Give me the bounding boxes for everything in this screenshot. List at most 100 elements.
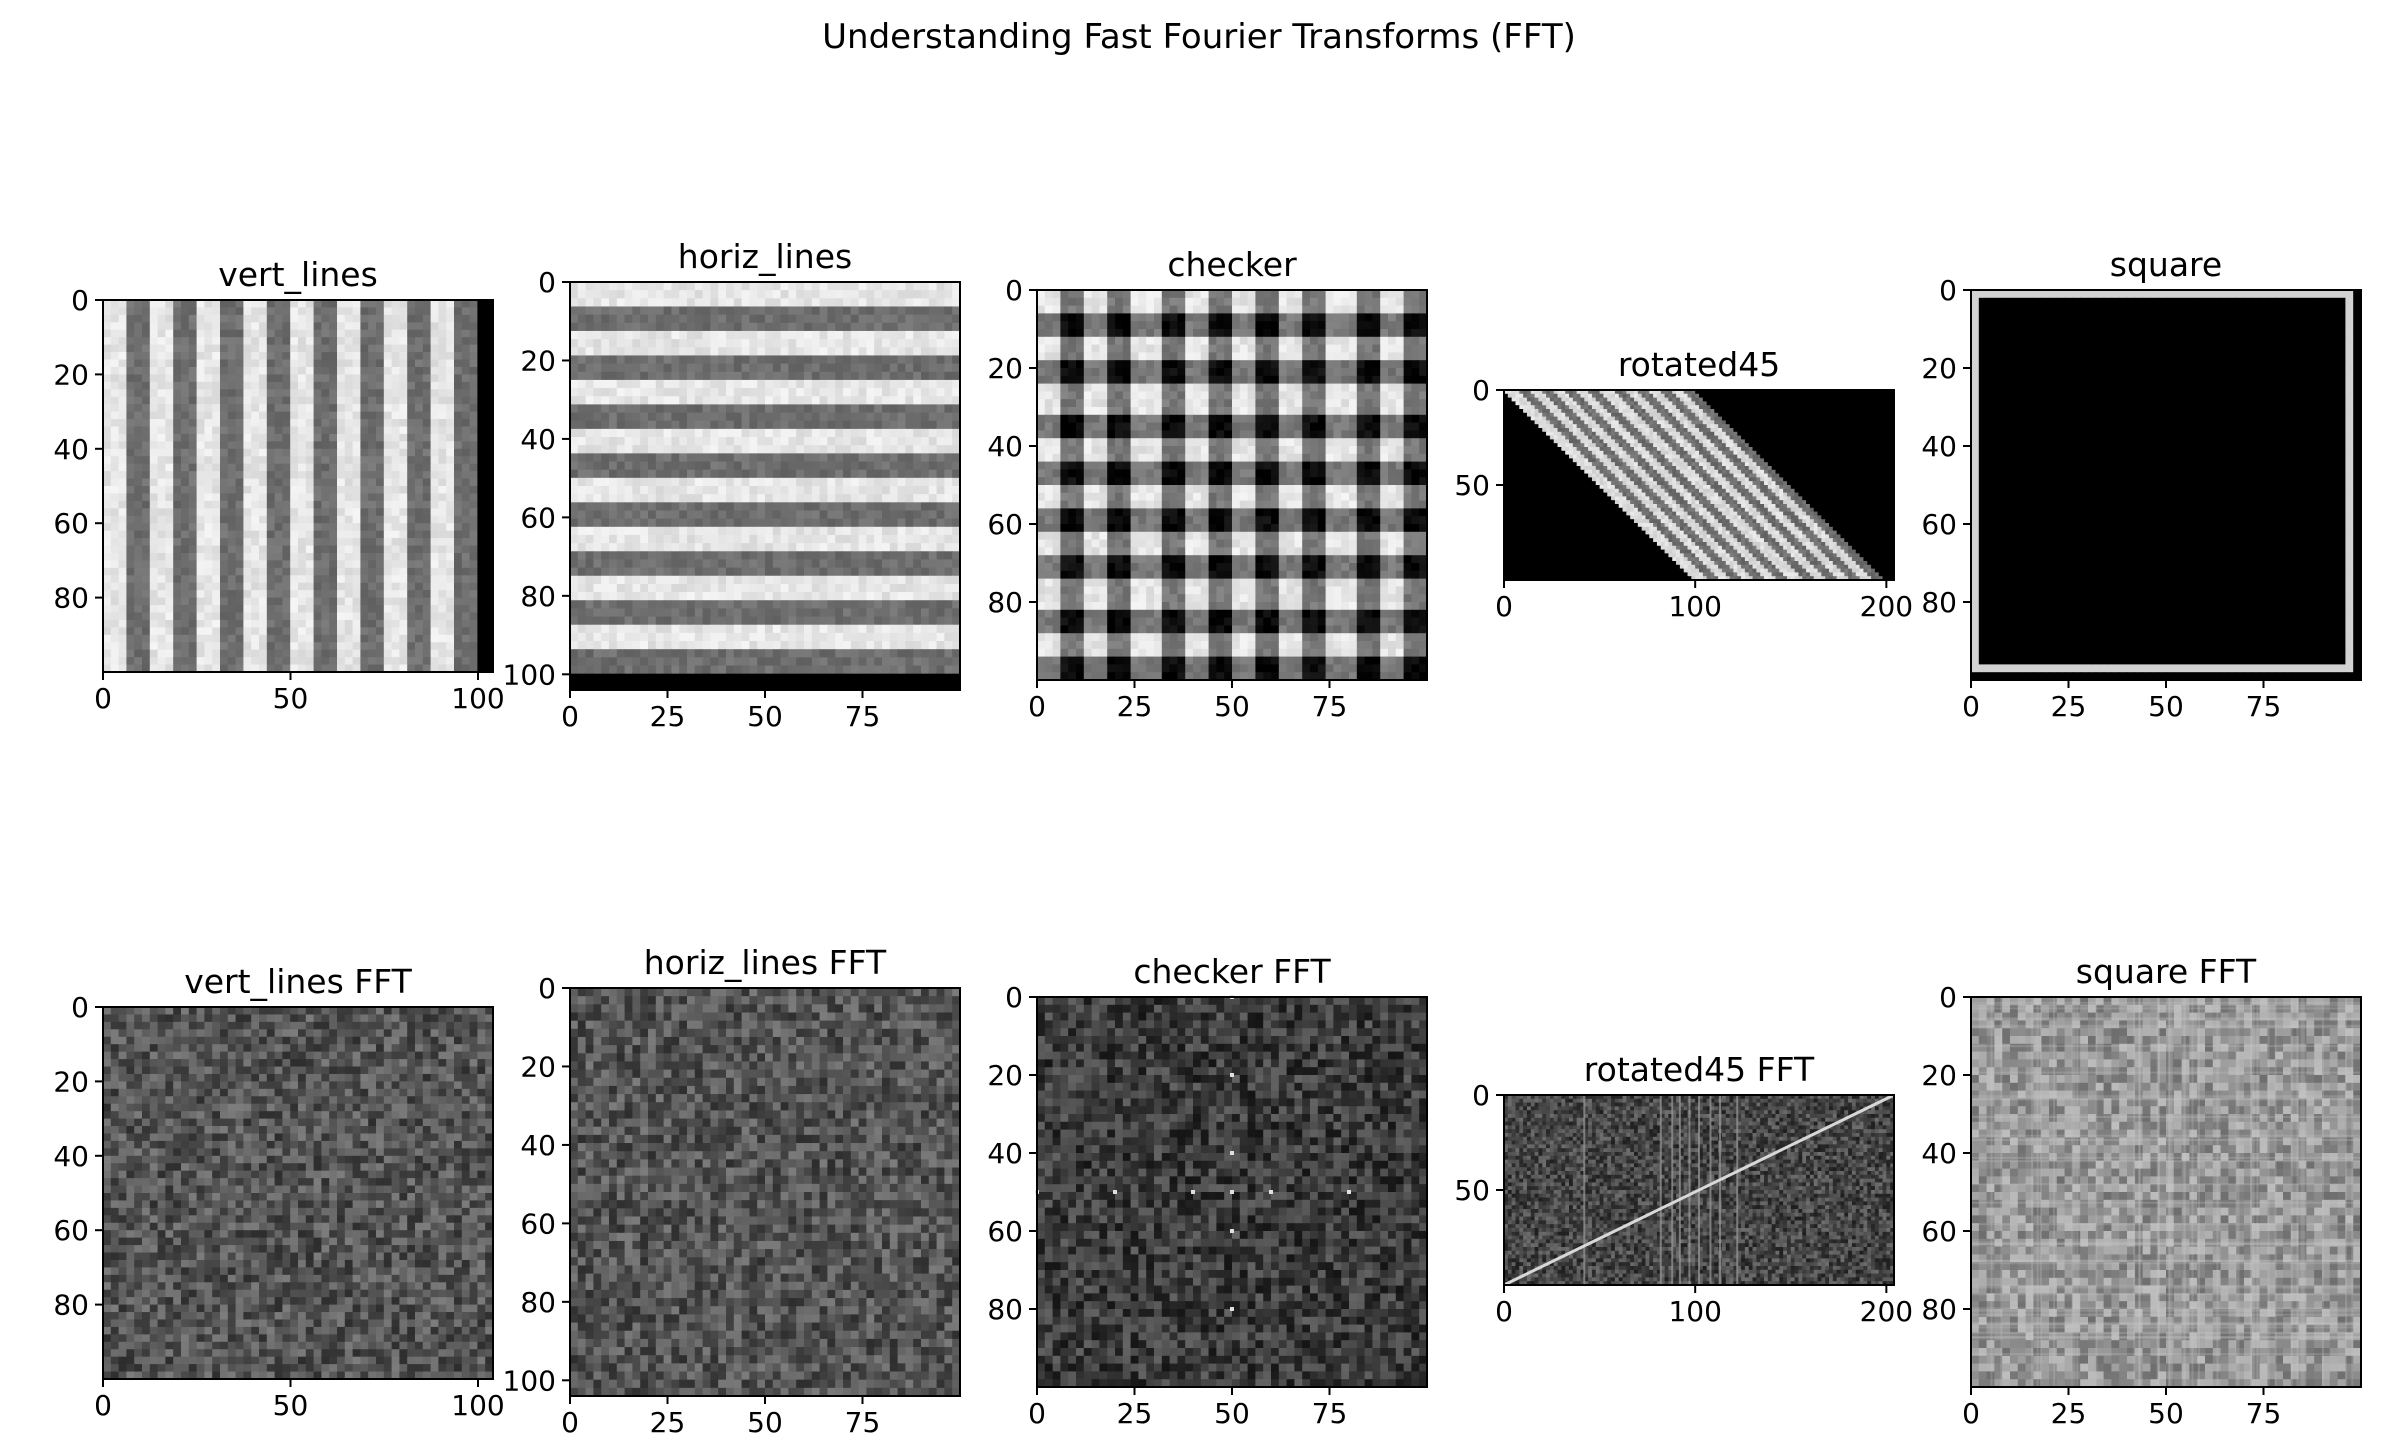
subplot-title: checker [1167, 245, 1297, 284]
image-4 [1504, 390, 1895, 581]
x-tick-label: 50 [273, 682, 309, 715]
x-tick-label: 100 [451, 682, 504, 715]
subplot-title: vert_lines [218, 255, 378, 294]
y-tick-label: 40 [1921, 1137, 1957, 1170]
y-tick-label: 20 [1921, 352, 1957, 385]
x-tick-label: 200 [1860, 590, 1913, 623]
subplot-title: square [2110, 245, 2222, 284]
x-tick-label: 25 [2051, 1397, 2087, 1430]
x-tick-label: 50 [1214, 690, 1250, 723]
subplot-title: vert_lines FFT [184, 962, 412, 1001]
x-tick-label: 75 [845, 700, 881, 733]
y-tick-label: 60 [53, 507, 89, 540]
y-tick-label: 60 [520, 1207, 556, 1240]
x-tick-label: 0 [1495, 1295, 1513, 1328]
y-tick-label: 80 [1921, 1293, 1957, 1326]
x-tick-label: 25 [650, 1406, 686, 1439]
subplot-title: rotated45 [1618, 345, 1780, 384]
subplot-title: square FFT [2076, 952, 2257, 991]
x-tick-label: 75 [1312, 1397, 1348, 1430]
x-tick-label: 200 [1860, 1295, 1913, 1328]
y-tick-label: 40 [53, 433, 89, 466]
x-tick-label: 100 [451, 1389, 504, 1422]
x-tick-label: 0 [1962, 1397, 1980, 1430]
y-tick-label: 20 [520, 1050, 556, 1083]
y-tick-label: 20 [53, 1065, 89, 1098]
y-tick-label: 40 [1921, 430, 1957, 463]
y-tick-label: 0 [1005, 274, 1023, 307]
y-tick-label: 50 [1454, 1174, 1490, 1207]
y-tick-label: 80 [987, 586, 1023, 619]
y-tick-label: 40 [520, 1129, 556, 1162]
subplot-title: checker FFT [1133, 952, 1331, 991]
y-tick-label: 40 [520, 423, 556, 456]
x-tick-label: 50 [747, 1406, 783, 1439]
x-tick-label: 25 [2051, 690, 2087, 723]
x-tick-label: 75 [2246, 1397, 2282, 1430]
y-tick-label: 0 [1472, 374, 1490, 407]
image-9 [1504, 1095, 1895, 1286]
y-tick-label: 60 [53, 1214, 89, 1247]
x-tick-label: 25 [650, 700, 686, 733]
x-tick-label: 25 [1117, 1397, 1153, 1430]
x-tick-label: 100 [1668, 590, 1721, 623]
y-tick-label: 0 [71, 284, 89, 317]
image-2 [570, 282, 961, 691]
x-tick-label: 75 [845, 1406, 881, 1439]
x-tick-label: 75 [2246, 690, 2282, 723]
x-tick-label: 0 [1495, 590, 1513, 623]
y-tick-label: 60 [1921, 508, 1957, 541]
y-tick-label: 20 [987, 1059, 1023, 1092]
y-tick-label: 60 [520, 501, 556, 534]
x-tick-label: 50 [1214, 1397, 1250, 1430]
y-tick-label: 0 [1939, 981, 1957, 1014]
subplot-2: horiz_lines 0 25 50 75 0 20 40 60 80 100 [503, 237, 961, 733]
x-tick-label: 0 [94, 682, 112, 715]
image-8 [1035, 995, 1428, 1388]
x-tick-label: 0 [561, 1406, 579, 1439]
y-tick-label: 80 [520, 1286, 556, 1319]
y-tick-label: 20 [520, 344, 556, 377]
y-tick-label: 0 [1005, 981, 1023, 1014]
image-3 [1037, 290, 1428, 681]
y-tick-label: 80 [1921, 586, 1957, 619]
x-tick-label: 50 [747, 700, 783, 733]
y-tick-label: 100 [503, 658, 556, 691]
x-tick-label: 75 [1312, 690, 1348, 723]
y-tick-label: 40 [987, 1137, 1023, 1170]
x-tick-label: 25 [1117, 690, 1153, 723]
image-6 [103, 1007, 494, 1380]
y-tick-label: 0 [538, 266, 556, 299]
figure-suptitle: Understanding Fast Fourier Transforms (F… [822, 17, 1576, 57]
y-tick-label: 20 [987, 352, 1023, 385]
subplot-title: horiz_lines [678, 237, 852, 276]
y-tick-label: 60 [1921, 1215, 1957, 1248]
y-tick-label: 40 [987, 430, 1023, 463]
y-tick-label: 80 [520, 580, 556, 613]
y-tick-label: 80 [53, 1289, 89, 1322]
y-tick-label: 20 [53, 358, 89, 391]
image-10 [1971, 997, 2362, 1388]
x-tick-label: 0 [1962, 690, 1980, 723]
y-tick-label: 60 [987, 1215, 1023, 1248]
x-tick-label: 0 [561, 700, 579, 733]
x-tick-label: 50 [273, 1389, 309, 1422]
y-tick-label: 0 [71, 991, 89, 1024]
y-tick-label: 80 [53, 582, 89, 615]
y-tick-label: 0 [1472, 1079, 1490, 1112]
x-tick-label: 50 [2148, 690, 2184, 723]
x-tick-label: 0 [1028, 1397, 1046, 1430]
x-tick-label: 0 [94, 1389, 112, 1422]
subplot-1: vert_lines 0 50 100 0 20 40 60 80 [53, 255, 504, 715]
y-tick-label: 0 [538, 972, 556, 1005]
image-1 [103, 300, 494, 673]
image-7 [570, 988, 961, 1397]
